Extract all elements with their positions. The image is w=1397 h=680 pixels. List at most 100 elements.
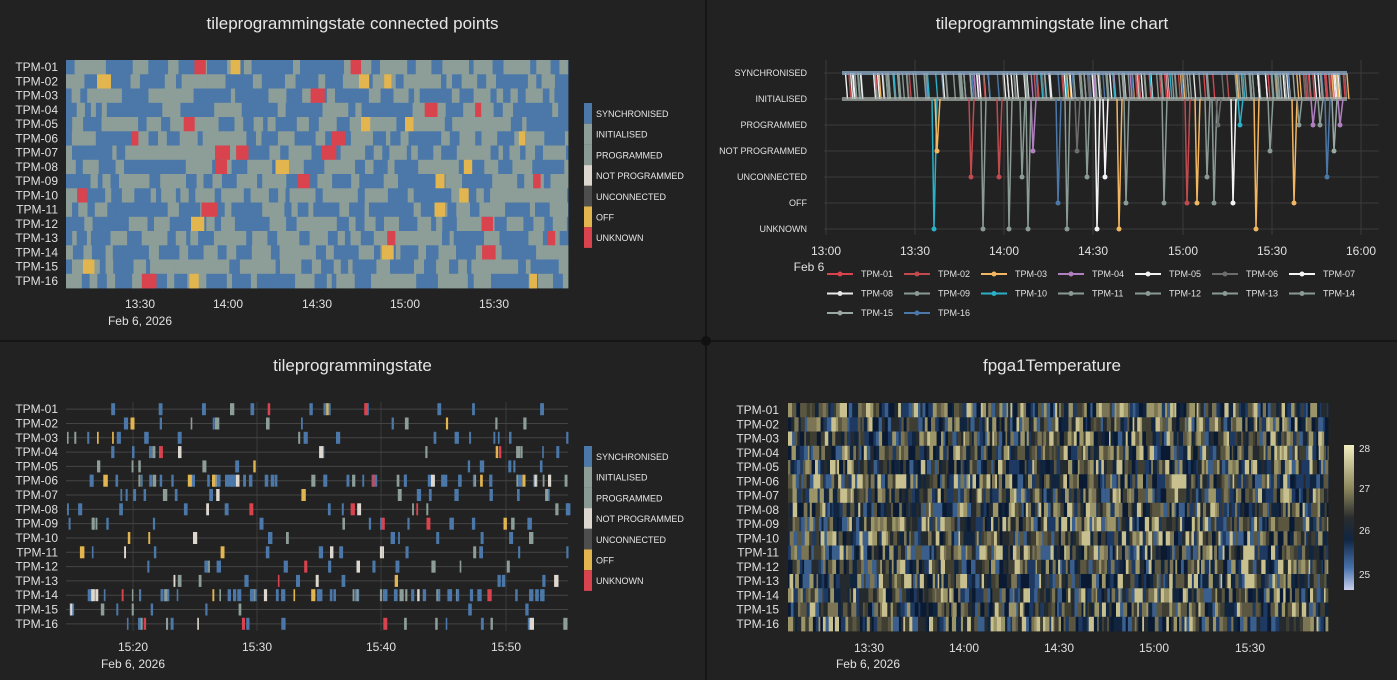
temp-cell (894, 488, 900, 504)
temp-cell (1270, 517, 1276, 532)
temp-cell (949, 545, 952, 561)
temp-cell (1200, 602, 1206, 618)
temp-cell (1154, 517, 1159, 532)
state-cell (484, 159, 491, 175)
temp-cell (1074, 588, 1079, 603)
state-cell (247, 202, 253, 218)
state-event (111, 403, 116, 416)
temp-cell (1041, 474, 1045, 489)
temp-cell (1160, 502, 1164, 518)
temp-cell (987, 531, 992, 546)
temp-cell (893, 545, 899, 561)
temp-cell (1196, 403, 1199, 418)
state-cell (291, 202, 299, 218)
temp-cell (1246, 545, 1251, 561)
temp-cell (1125, 431, 1128, 447)
state-cell (288, 145, 299, 161)
state-cell (256, 273, 267, 289)
temp-cell (1206, 460, 1209, 475)
series-segment (1325, 72, 1329, 100)
temp-cell (1001, 616, 1006, 632)
temp-cell (1141, 488, 1146, 504)
temp-cell (1287, 474, 1291, 489)
temp-cell (805, 588, 809, 603)
state-cell (83, 245, 93, 260)
temp-cell (1257, 517, 1260, 532)
temp-cell (1289, 616, 1294, 632)
state-cell (71, 273, 77, 289)
state-cell (564, 131, 569, 146)
state-cell (203, 245, 212, 260)
state-cell (277, 60, 287, 75)
temp-cell (916, 588, 920, 603)
state-cell (66, 88, 72, 104)
temp-cell (1055, 517, 1059, 532)
temp-cell (906, 460, 910, 475)
series-drop (1324, 98, 1331, 178)
temp-cell (927, 417, 932, 432)
temp-cell (1014, 588, 1019, 603)
legend-marker (1222, 271, 1228, 277)
temp-cell (1204, 431, 1207, 447)
temp-cell (1247, 517, 1250, 532)
temp-cell (832, 431, 836, 447)
state-event (493, 431, 496, 444)
temp-cell (1157, 445, 1162, 461)
state-cell (238, 216, 246, 232)
temp-cell (1215, 531, 1219, 546)
state-cell (543, 145, 551, 161)
state-cell (195, 188, 202, 203)
temp-cell (1128, 502, 1132, 518)
temp-cell (853, 574, 858, 589)
state-cell (559, 60, 569, 75)
state-cell (268, 60, 278, 75)
state-cell (303, 102, 312, 118)
temp-cell (893, 502, 895, 518)
temp-cell (1225, 574, 1228, 589)
state-cell (308, 202, 314, 218)
temp-cell (1067, 559, 1071, 575)
legend-marker (837, 271, 843, 277)
temp-cell (1138, 574, 1142, 589)
temp-cell (871, 488, 876, 504)
temp-cell (1228, 602, 1233, 618)
panel-resize-handle[interactable] (701, 336, 711, 346)
temp-cell (1112, 517, 1117, 532)
state-cell (194, 117, 205, 132)
temp-cell (1112, 460, 1117, 475)
state-event (264, 474, 269, 487)
temp-cell (1121, 574, 1124, 589)
temp-cell (964, 474, 967, 489)
temp-cell (1277, 445, 1281, 461)
state-event (112, 431, 114, 444)
state-cell (432, 188, 439, 203)
series-segment (1235, 72, 1240, 100)
state-cell (478, 259, 490, 275)
state-cell (270, 174, 280, 189)
temp-cell (1058, 559, 1061, 575)
temp-cell (979, 417, 983, 432)
temp-cell (867, 545, 872, 561)
temp-cell (1163, 502, 1168, 518)
temp-cell (1085, 431, 1091, 447)
temp-cell (1098, 474, 1101, 489)
state-cell (92, 117, 102, 132)
temp-cell (809, 574, 812, 589)
state-cell (322, 202, 330, 218)
temp-cell (991, 445, 997, 461)
state-cell (522, 102, 528, 118)
state-cell (326, 273, 333, 289)
temp-cell (1287, 502, 1291, 518)
temp-cell (940, 559, 946, 575)
temp-cell (822, 502, 826, 518)
temp-cell (1170, 616, 1174, 632)
temp-cell (1168, 445, 1171, 461)
temp-cell (1084, 517, 1088, 532)
y-tick-label: PROGRAMMED (740, 120, 807, 130)
state-cell (342, 245, 351, 260)
x-tick-label: 15:30 (1257, 244, 1287, 258)
state-cell (411, 145, 419, 161)
temp-cell (793, 602, 797, 618)
state-cell (539, 174, 545, 189)
temp-cell (951, 531, 955, 546)
